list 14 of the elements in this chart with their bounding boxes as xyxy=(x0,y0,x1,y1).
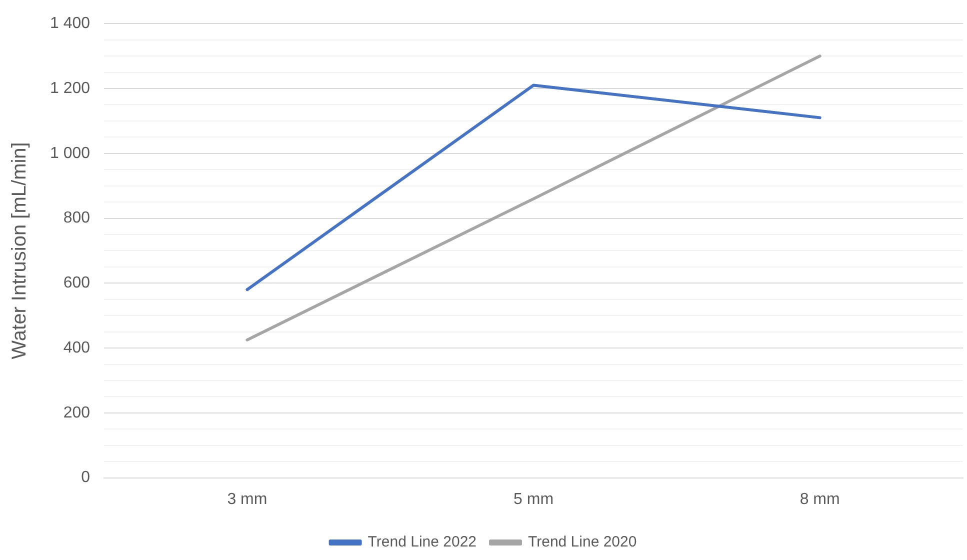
y-tick-label: 400 xyxy=(63,339,90,356)
x-tick-label: 3 mm xyxy=(227,490,268,508)
y-tick-label: 1 400 xyxy=(50,15,90,32)
y-tick-label: 200 xyxy=(63,404,90,422)
y-axis-title: Water Intrusion [mL/min] xyxy=(8,142,31,360)
legend-label: Trend Line 2022 xyxy=(368,534,477,551)
x-tick-label: 5 mm xyxy=(514,490,554,508)
y-tick-label: 800 xyxy=(63,210,90,227)
y-tick-label: 1 200 xyxy=(50,80,90,97)
legend-label: Trend Line 2020 xyxy=(528,534,637,551)
x-tick-label: 8 mm xyxy=(800,490,840,508)
y-tick-label: 600 xyxy=(63,274,90,292)
y-tick-label: 0 xyxy=(81,469,90,486)
y-tick-label: 1 000 xyxy=(50,144,90,162)
